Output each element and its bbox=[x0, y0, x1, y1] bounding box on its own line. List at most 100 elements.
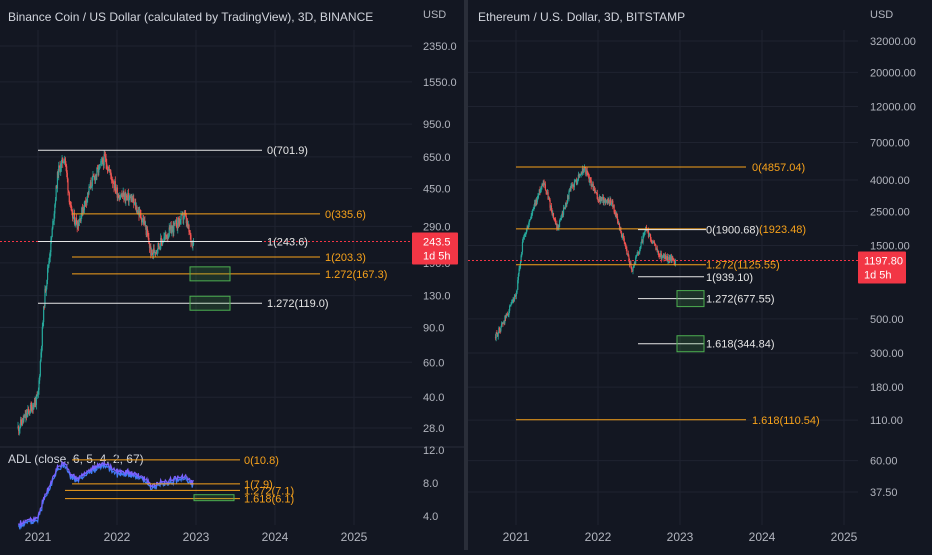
candle-body bbox=[513, 296, 515, 302]
candle-body bbox=[179, 219, 182, 224]
candle-body bbox=[123, 193, 126, 200]
candle-body bbox=[652, 242, 654, 244]
candle-body bbox=[579, 174, 581, 177]
candle-body bbox=[641, 239, 644, 243]
candle-body bbox=[39, 375, 41, 381]
candle-body bbox=[616, 216, 619, 221]
candle-body bbox=[144, 225, 147, 227]
candle-body bbox=[41, 346, 43, 353]
candle-body bbox=[521, 241, 524, 252]
candle-body bbox=[593, 188, 595, 191]
candle-body bbox=[83, 209, 85, 211]
target-zone-box[interactable] bbox=[189, 295, 231, 311]
candle-body bbox=[48, 260, 50, 267]
candle-body bbox=[643, 231, 646, 235]
candle-body bbox=[498, 327, 501, 330]
target-zone-box[interactable] bbox=[676, 335, 705, 353]
candle-body bbox=[50, 239, 52, 252]
candle-body bbox=[186, 221, 188, 224]
candle-body bbox=[587, 173, 589, 175]
candle-body bbox=[572, 185, 574, 187]
candle-body bbox=[566, 202, 568, 205]
candle-body bbox=[649, 234, 651, 236]
candle-body bbox=[529, 219, 531, 221]
eth-chart-panel[interactable]: Ethereum / U.S. Dollar, 3D, BITSTAMP USD… bbox=[468, 0, 932, 550]
candle-body bbox=[94, 176, 96, 181]
candle-body bbox=[77, 223, 79, 228]
candle-body bbox=[73, 213, 76, 224]
candle-body bbox=[577, 180, 579, 183]
candle-body bbox=[24, 414, 26, 418]
candle-body bbox=[658, 255, 660, 257]
candle-body bbox=[110, 174, 112, 180]
x-tick: 2024 bbox=[749, 530, 776, 544]
candle-body bbox=[113, 183, 115, 188]
candle-body bbox=[598, 197, 600, 201]
candle-body bbox=[587, 173, 590, 176]
candle-body bbox=[639, 249, 641, 253]
candle-body bbox=[183, 217, 185, 220]
candle-body bbox=[140, 213, 142, 219]
target-zone-box[interactable] bbox=[189, 266, 231, 282]
candle-body bbox=[536, 199, 538, 203]
candle-body bbox=[567, 195, 569, 203]
candle-body bbox=[672, 259, 675, 261]
candle-body bbox=[509, 306, 511, 311]
candle-body bbox=[512, 299, 514, 302]
candle-body bbox=[45, 288, 47, 292]
candle-body bbox=[157, 242, 159, 250]
candle-body bbox=[99, 164, 101, 166]
candle-body bbox=[131, 197, 133, 202]
candle-body bbox=[535, 199, 537, 206]
candle-body bbox=[502, 323, 504, 325]
candle-body bbox=[568, 191, 570, 200]
candle-body bbox=[502, 322, 505, 324]
currency-label: USD bbox=[423, 9, 446, 21]
candle-body bbox=[532, 208, 534, 211]
candle-body bbox=[22, 418, 24, 425]
candle-body bbox=[634, 263, 636, 265]
candle-body bbox=[49, 251, 51, 258]
candle-body bbox=[660, 253, 662, 260]
candle-body bbox=[545, 189, 547, 192]
candle-body bbox=[534, 202, 536, 206]
candle-body bbox=[83, 201, 86, 211]
adl-target-box[interactable] bbox=[193, 494, 235, 502]
candle-body bbox=[175, 220, 177, 222]
candle-body bbox=[505, 315, 507, 318]
eth-chart-svg[interactable]: Ethereum / U.S. Dollar, 3D, BITSTAMP USD… bbox=[468, 0, 932, 550]
candle-body bbox=[638, 252, 640, 254]
candle-body bbox=[577, 174, 579, 181]
bnb-chart-panel[interactable]: Binance Coin / US Dollar (calculated by … bbox=[0, 0, 464, 550]
candle-body bbox=[151, 249, 153, 253]
candle-body bbox=[161, 241, 163, 245]
candle-body bbox=[616, 213, 618, 217]
target-zone-box[interactable] bbox=[676, 290, 705, 308]
candle-body bbox=[581, 168, 584, 175]
candle-body bbox=[666, 255, 668, 262]
candle-body bbox=[57, 172, 59, 176]
candle-body bbox=[180, 214, 182, 220]
candle-body bbox=[661, 256, 663, 260]
candle-body bbox=[190, 234, 192, 243]
adl-tick: 4.0 bbox=[423, 511, 438, 523]
candle-body bbox=[658, 250, 660, 256]
bnb-chart-svg[interactable]: Binance Coin / US Dollar (calculated by … bbox=[0, 0, 464, 550]
candle-body bbox=[591, 185, 593, 187]
candle-body bbox=[523, 236, 525, 238]
candle-body bbox=[589, 178, 591, 183]
candle-body bbox=[644, 230, 646, 232]
candle-body bbox=[53, 213, 55, 222]
candle-body bbox=[169, 225, 172, 229]
candle-body bbox=[19, 426, 21, 430]
price-tick: 110.00 bbox=[870, 415, 903, 427]
candle-body bbox=[515, 292, 517, 296]
candle-body bbox=[181, 214, 183, 216]
candle-body bbox=[556, 225, 559, 229]
candle-body bbox=[34, 399, 36, 405]
candle-body bbox=[110, 170, 112, 175]
candle-body bbox=[22, 418, 24, 421]
panel-divider[interactable] bbox=[464, 0, 468, 550]
candle-body bbox=[81, 207, 84, 214]
candle-body bbox=[98, 165, 100, 173]
